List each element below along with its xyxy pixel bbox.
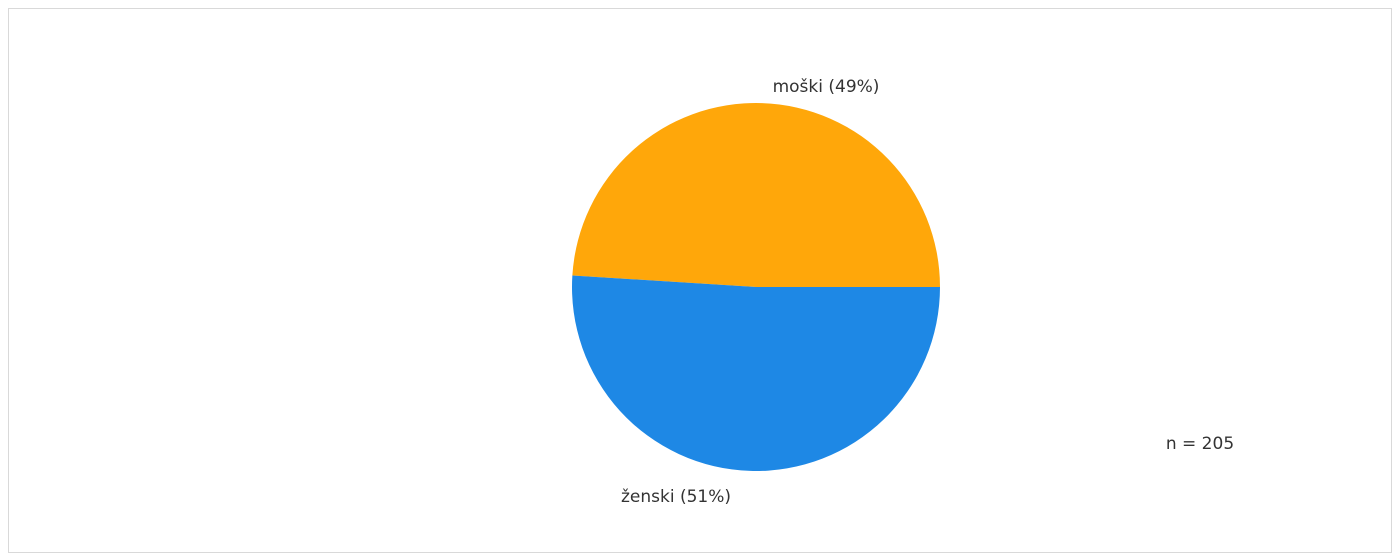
pie-slice-moski xyxy=(572,102,940,287)
sample-size-label: n = 205 xyxy=(1166,434,1234,454)
pie-slices xyxy=(572,102,940,471)
slice-label-moski: moški (49%) xyxy=(773,77,880,97)
pie-slice-zenski xyxy=(572,275,940,471)
slice-label-zenski: ženski (51%) xyxy=(621,487,731,507)
